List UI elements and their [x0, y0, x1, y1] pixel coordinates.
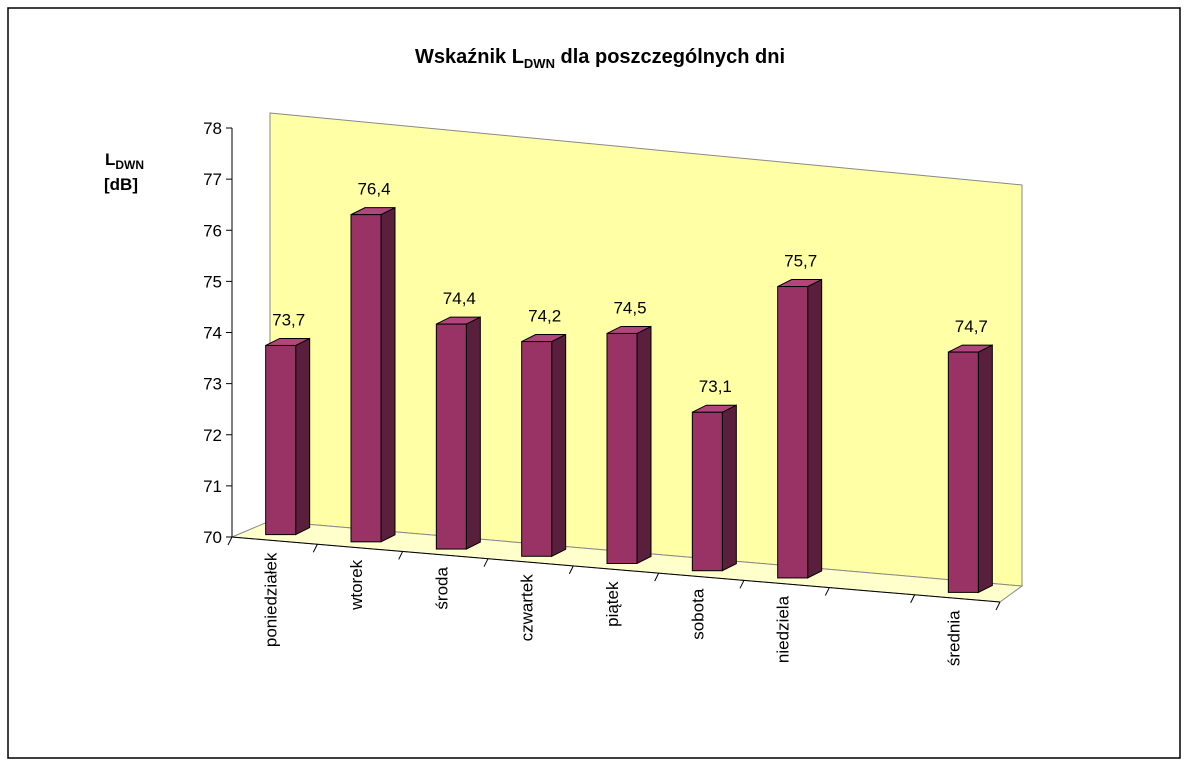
x-tick-label: wtorek: [347, 559, 366, 611]
bar-front: [435, 323, 467, 550]
title-part: Wskaźnik L: [415, 46, 524, 68]
y-tick-label: 77: [203, 170, 222, 189]
y-tick-label: 71: [203, 477, 222, 496]
y-tick-label: 72: [203, 426, 222, 445]
bar: [777, 278, 823, 579]
data-label: 76,4: [357, 180, 390, 199]
x-tick: [483, 558, 489, 567]
y-axis-label: [dB]: [104, 175, 138, 194]
bar-side: [465, 316, 481, 550]
x-tick-label: poniedziałek: [262, 552, 281, 647]
data-label: 75,7: [784, 252, 817, 271]
y-tick-label: 75: [203, 272, 222, 291]
bar-front: [777, 286, 809, 579]
bar: [521, 333, 567, 558]
x-tick: [227, 536, 233, 546]
bar-front: [350, 214, 382, 543]
bar-front: [265, 344, 297, 536]
x-tick: [824, 587, 830, 596]
x-tick-label: piątek: [603, 581, 622, 627]
bar-front: [606, 332, 638, 564]
x-tick: [312, 543, 318, 553]
bar-front: [521, 341, 553, 557]
bar-side: [380, 206, 396, 543]
bar-side: [295, 337, 311, 536]
data-label: 74,4: [443, 289, 476, 308]
title-part: dla poszczególnych dni: [555, 46, 785, 68]
data-label: 74,2: [528, 307, 561, 326]
bar-front: [691, 411, 723, 572]
bar: [350, 206, 396, 543]
bar-side: [721, 404, 737, 572]
x-tick: [910, 594, 916, 604]
bar-side: [551, 333, 567, 558]
y-tick-label: 78: [203, 119, 222, 138]
y-tick-label: 76: [203, 221, 222, 240]
bar: [947, 344, 993, 594]
bar-side: [807, 278, 823, 579]
x-tick: [739, 580, 745, 589]
title-subscript: DWN: [524, 56, 555, 71]
x-tick-label: średnia: [944, 610, 963, 666]
x-tick: [398, 551, 404, 560]
x-tick: [995, 601, 1001, 611]
bar: [265, 337, 311, 536]
y-axis-label: LDWN: [105, 150, 144, 172]
data-label: 73,7: [272, 310, 305, 329]
y-label-part: L: [105, 150, 115, 169]
bar: [691, 404, 737, 572]
bar: [435, 316, 481, 550]
bar-side: [636, 325, 652, 565]
y-label-subscript: DWN: [115, 158, 144, 172]
data-label: 74,7: [955, 317, 988, 336]
data-label: 74,5: [613, 298, 646, 317]
x-tick-label: czwartek: [518, 574, 537, 642]
data-label: 73,1: [699, 377, 732, 396]
x-tick-label: środa: [432, 567, 451, 610]
x-tick: [654, 572, 660, 582]
y-tick-label: 73: [203, 375, 222, 394]
chart-title: Wskaźnik LDWN dla poszczególnych dni: [415, 46, 785, 71]
x-tick-label: niedziela: [774, 595, 793, 663]
bar: [606, 325, 652, 565]
y-tick-label: 70: [203, 528, 222, 547]
bar-front: [947, 351, 979, 593]
x-tick-label: sobota: [688, 588, 707, 640]
bar-side: [977, 344, 993, 594]
x-tick: [568, 565, 574, 575]
x-axis: [231, 536, 1001, 603]
y-tick-label: 74: [203, 324, 222, 343]
